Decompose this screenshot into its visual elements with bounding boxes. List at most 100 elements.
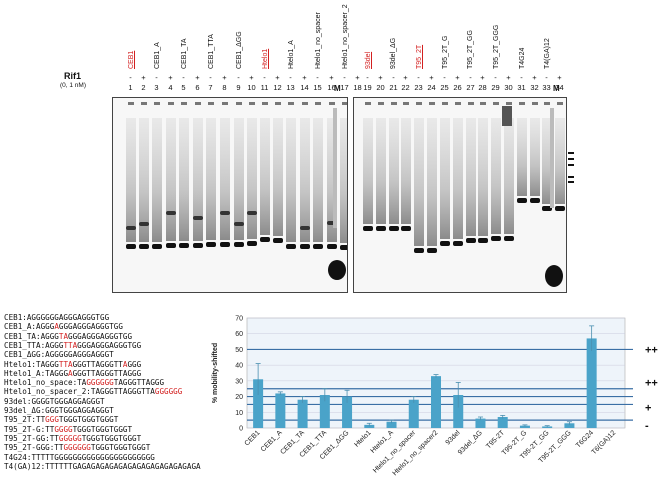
left-lane-label: Htelo1 xyxy=(261,48,269,69)
lane-number: 24 xyxy=(427,83,436,92)
rif1-sign: + xyxy=(455,73,460,82)
y-axis-label: % mobility-shifted xyxy=(212,343,219,403)
left-lane-label: CEB1_ΔGG xyxy=(235,31,243,69)
sequence-segment: GGG xyxy=(127,359,142,369)
gel-band xyxy=(530,198,540,203)
rif1-concentration: (0, 1 nM) xyxy=(60,82,87,89)
right-lane-label: 93del xyxy=(364,51,372,69)
sequence-segment: A xyxy=(122,359,128,369)
gel-band xyxy=(363,226,373,231)
lane-number: 23 xyxy=(414,83,423,92)
sequence-segment: TT xyxy=(45,424,55,434)
rif1-sign: - xyxy=(392,73,395,82)
gel-band xyxy=(220,242,230,247)
sequence-line: T95_2T:TTGGGTGGGTGGGTGGGT xyxy=(4,415,118,424)
sequence-line: T95_2T-GGG:TTGGGGGGTGGGTGGGTGGGT xyxy=(4,443,150,452)
lane-number: 34 xyxy=(555,83,564,92)
sequence-line: CEB1_A:AGGGAGGGAGGGAGGGTGG xyxy=(4,322,123,331)
sequence-line: Htelo1_no_space:TAGGGGGGTAGGGTTAGGG xyxy=(4,378,164,387)
rif1-sign: - xyxy=(343,73,346,82)
y-tick-label: 40 xyxy=(235,363,243,370)
sequence-line: T4(GA)12:TTTTTTGAGAGAGAGAGAGAGAGAGAGAGAG… xyxy=(4,462,201,471)
gel-smear xyxy=(247,118,257,239)
gel-band xyxy=(152,244,162,249)
sequence-segment: TA xyxy=(58,331,69,341)
gel-smear xyxy=(491,118,501,234)
lane-number: 21 xyxy=(389,83,398,92)
lane-number: 19 xyxy=(363,83,372,92)
sequence-segment: TTTTTGGGGGGGGGGGGGGGGGGGGGG xyxy=(31,452,155,462)
gel-band xyxy=(260,237,270,242)
right-gel-image xyxy=(353,97,567,293)
gel-smear xyxy=(542,118,552,204)
gel-shifted-band xyxy=(166,211,176,215)
sequence-segment: A xyxy=(54,322,59,332)
left-lane-label: CEB1_TTA xyxy=(208,34,215,69)
rif1-sign: - xyxy=(494,73,497,82)
bar xyxy=(519,425,530,428)
sequence-segment: GGGTTAGGGTTAGGG xyxy=(72,368,142,378)
bar xyxy=(364,424,375,428)
sequence-line: CEB1_ΔGG:AGGGGGAGGGAGGGT xyxy=(4,350,114,359)
x-tick-label: CEB1 xyxy=(244,429,262,447)
gel-band xyxy=(300,244,310,249)
rif1-sign: + xyxy=(302,73,307,82)
gel-smear xyxy=(340,118,347,243)
gel-shifted-band xyxy=(126,226,136,230)
gel-band xyxy=(414,248,424,253)
sequence-segment: GGGTTAGGGTT xyxy=(72,359,123,369)
bar xyxy=(408,399,419,428)
rif1-sign: - xyxy=(209,73,212,82)
gel-smear xyxy=(555,118,565,204)
gel-band xyxy=(401,226,411,231)
y-tick-label: 60 xyxy=(235,331,243,338)
gel-smear xyxy=(220,118,230,240)
gel-band xyxy=(247,241,257,246)
gel-smear xyxy=(530,118,540,196)
gel-band xyxy=(139,244,149,249)
sequence-name: CEB1_A: xyxy=(4,322,37,332)
gel-shifted-band xyxy=(220,211,230,215)
right-lane-label: 93del_ΔG xyxy=(390,37,397,69)
left-lane-label: Htelo1_no_spacer xyxy=(315,12,322,69)
sequence-segment: GGGGGG xyxy=(63,443,91,453)
sequence-segment: GGGGTGGGAGGAGGGT xyxy=(31,396,105,406)
lane-number: 16 xyxy=(327,83,336,92)
bar xyxy=(253,379,264,428)
bar xyxy=(430,376,442,428)
rif1-sign: + xyxy=(249,73,254,82)
lane-number: 9 xyxy=(236,83,241,92)
x-tick-label: T6G24 xyxy=(575,429,595,449)
sequence-line: Htelo1_A:TAGGGAGGGTTAGGGTTAGGG xyxy=(4,369,141,378)
gel-smear xyxy=(517,118,527,196)
sequence-segment: GGGGG xyxy=(58,433,82,443)
y-tick-label: 50 xyxy=(235,347,243,354)
lane-number: 7 xyxy=(208,83,213,92)
sequence-name: T95_2T-GG: xyxy=(4,433,50,443)
left-lane-label: CEB1_TA xyxy=(181,38,188,69)
sequence-segment: AGGGGGAGGGAGGGT xyxy=(45,350,114,360)
rif1-sign: - xyxy=(366,73,369,82)
bar xyxy=(319,395,330,428)
rif1-sign: - xyxy=(155,73,158,82)
right-lane-label: T95_2T_GGG xyxy=(492,24,500,69)
bar xyxy=(542,426,553,428)
gel-smear xyxy=(327,118,337,242)
gel-band xyxy=(491,236,501,241)
sequence-line: T4G24:TTTTTGGGGGGGGGGGGGGGGGGGGGG xyxy=(4,453,155,462)
sequence-segment: TTTTTTGAGAGAGAGAGAGAGAGAGAGAGAGAGA xyxy=(45,461,201,471)
gel-band xyxy=(466,238,476,243)
bar xyxy=(475,418,486,428)
sequence-name: Htelo1_no_space: xyxy=(4,378,78,388)
sequence-segment: GGGGGG xyxy=(86,378,114,388)
gel-smear xyxy=(300,118,310,242)
rif1-label: Rif1 xyxy=(64,71,82,81)
gel-smear xyxy=(273,118,283,236)
gel-band xyxy=(327,244,337,249)
right-lane-label: T4(GA)12 xyxy=(543,38,551,69)
gel-band xyxy=(206,242,216,247)
band-label: +++ xyxy=(645,344,658,356)
bar xyxy=(453,395,464,428)
gel-smear xyxy=(193,118,203,241)
